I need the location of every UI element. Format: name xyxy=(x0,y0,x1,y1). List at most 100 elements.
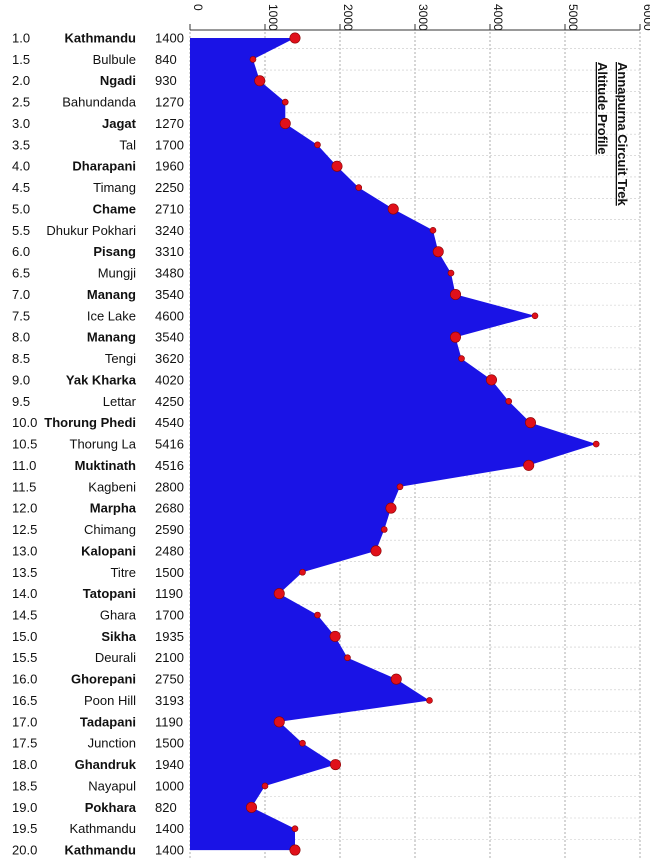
row-altitude-21: 2800 xyxy=(155,479,184,494)
row-day-20: 11.0 xyxy=(12,458,36,473)
row-place-38: Kathmandu xyxy=(65,843,137,858)
x-tick-label-4000: 4000 xyxy=(491,4,505,31)
row-labels: 1.0 Kathmandu 1400 1.5 Bulbule 840 2.0 Ngadi 930… xyxy=(12,31,184,858)
row-place-22: Marpha xyxy=(90,501,137,516)
altitude-marker-31 xyxy=(426,697,433,704)
altitude-marker-7 xyxy=(355,184,363,191)
altitude-marker-35 xyxy=(261,782,269,790)
row-altitude-3: 1270 xyxy=(155,95,184,110)
row-day-8: 5.0 xyxy=(12,201,30,216)
row-place-25: Titre xyxy=(110,565,136,580)
row-place-18: Thorung Phedi xyxy=(44,415,136,430)
row-day-12: 7.0 xyxy=(12,287,30,302)
row-place-11: Mungji xyxy=(98,266,136,281)
row-place-35: Nayapul xyxy=(88,778,136,793)
row-altitude-8: 2710 xyxy=(155,201,184,216)
row-day-10: 6.0 xyxy=(12,244,30,259)
row-altitude-30: 2750 xyxy=(155,672,184,687)
row-day-2: 2.0 xyxy=(12,73,30,88)
row-altitude-17: 4250 xyxy=(155,394,184,409)
altitude-marker-27 xyxy=(314,611,321,619)
altitude-marker-21 xyxy=(396,483,404,491)
row-place-16: Yak Kharka xyxy=(66,372,137,387)
row-place-27: Ghara xyxy=(100,607,137,622)
row-place-5: Tal xyxy=(119,137,136,152)
row-place-30: Ghorepani xyxy=(71,672,136,687)
row-day-6: 4.0 xyxy=(12,159,30,174)
altitude-marker-6 xyxy=(331,160,343,172)
row-day-3: 2.5 xyxy=(12,95,30,110)
row-altitude-28: 1935 xyxy=(155,629,184,644)
row-altitude-26: 1190 xyxy=(155,586,183,601)
row-day-5: 3.5 xyxy=(12,137,30,152)
altitude-marker-26 xyxy=(273,588,285,600)
x-tick-label-0: 0 xyxy=(191,4,205,11)
row-day-37: 19.5 xyxy=(12,821,37,836)
altitude-marker-8 xyxy=(387,203,399,215)
row-altitude-20: 4516 xyxy=(155,458,184,473)
row-place-10: Pisang xyxy=(93,244,136,259)
x-tick-label-2000: 2000 xyxy=(341,4,355,31)
altitude-marker-33 xyxy=(299,739,306,747)
row-day-24: 13.0 xyxy=(12,543,37,558)
row-place-36: Pokhara xyxy=(85,800,137,815)
row-place-3: Bahundanda xyxy=(62,95,137,110)
row-place-20: Muktinath xyxy=(75,458,136,473)
altitude-marker-2 xyxy=(254,75,266,87)
x-tick-label-5000: 5000 xyxy=(566,4,580,31)
altitude-marker-38 xyxy=(289,844,301,856)
altitude-marker-0 xyxy=(289,32,301,44)
row-place-15: Tengi xyxy=(105,351,136,366)
row-altitude-29: 2100 xyxy=(155,650,184,665)
altitude-marker-22 xyxy=(385,502,397,514)
row-day-15: 8.5 xyxy=(12,351,30,366)
altitude-marker-37 xyxy=(291,825,299,832)
row-day-33: 17.5 xyxy=(12,736,37,751)
row-altitude-11: 3480 xyxy=(155,266,184,281)
altitude-marker-16 xyxy=(485,374,497,386)
row-place-7: Timang xyxy=(93,180,136,195)
row-altitude-15: 3620 xyxy=(155,351,184,366)
row-place-19: Thorung La xyxy=(70,437,137,452)
row-altitude-24: 2480 xyxy=(155,543,184,558)
altitude-marker-34 xyxy=(329,759,341,771)
row-place-14: Manang xyxy=(87,330,136,345)
row-day-9: 5.5 xyxy=(12,223,30,238)
altitude-marker-18 xyxy=(524,417,536,429)
altitude-marker-24 xyxy=(370,545,382,557)
row-place-0: Kathmandu xyxy=(65,31,137,46)
chart-subtitle: Altitude Profile xyxy=(595,62,610,154)
row-day-38: 20.0 xyxy=(12,843,37,858)
row-altitude-0: 1400 xyxy=(155,31,184,46)
row-altitude-37: 1400 xyxy=(155,821,184,836)
row-altitude-38: 1400 xyxy=(155,843,184,858)
row-altitude-14: 3540 xyxy=(155,330,184,345)
row-altitude-4: 1270 xyxy=(155,116,184,131)
altitude-marker-13 xyxy=(531,312,539,320)
row-altitude-25: 1500 xyxy=(155,565,184,580)
row-altitude-9: 3240 xyxy=(155,223,184,238)
row-place-12: Manang xyxy=(87,287,136,302)
altitude-area xyxy=(190,38,597,851)
row-altitude-2: 930 xyxy=(155,73,177,88)
row-day-4: 3.0 xyxy=(12,116,30,131)
row-day-13: 7.5 xyxy=(12,308,30,323)
row-place-1: Bulbule xyxy=(93,52,136,67)
altitude-marker-25 xyxy=(299,568,306,576)
row-place-24: Kalopani xyxy=(81,543,136,558)
row-day-31: 16.5 xyxy=(12,693,37,708)
altitude-marker-11 xyxy=(447,269,455,277)
row-place-34: Ghandruk xyxy=(75,757,137,772)
row-place-23: Chimang xyxy=(84,522,136,537)
row-day-27: 14.5 xyxy=(12,607,37,622)
row-place-13: Ice Lake xyxy=(87,308,136,323)
row-day-14: 8.0 xyxy=(12,330,30,345)
row-place-6: Dharapani xyxy=(72,159,136,174)
row-day-21: 11.5 xyxy=(12,479,36,494)
row-day-19: 10.5 xyxy=(12,437,37,452)
row-place-32: Tadapani xyxy=(80,714,136,729)
altitude-marker-32 xyxy=(273,716,285,728)
altitude-marker-20 xyxy=(523,459,535,471)
row-place-2: Ngadi xyxy=(100,73,136,88)
